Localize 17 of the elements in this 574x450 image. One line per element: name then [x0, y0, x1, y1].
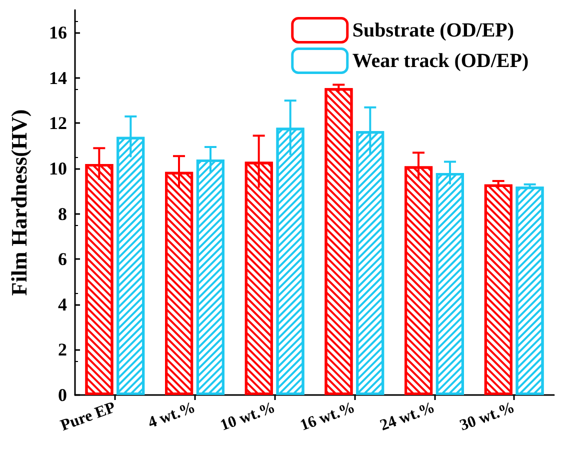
y-tick-label: 0 — [58, 385, 67, 405]
y-tick-label: 2 — [58, 340, 67, 360]
x-tick-label: 4 wt.% — [146, 399, 198, 432]
y-tick-label: 14 — [49, 68, 67, 88]
y-tick-label: 12 — [49, 113, 67, 134]
y-axis-title: Film Hardness(HV) — [6, 109, 32, 296]
x-tick-label: 16 wt.% — [298, 399, 358, 434]
legend-label: Substrate (OD/EP) — [352, 19, 514, 42]
x-tick-label: 30 wt.% — [458, 399, 517, 434]
x-tick-label: 24 wt.% — [378, 399, 438, 434]
y-tick-label: 8 — [58, 204, 67, 224]
y-tick-label: 4 — [58, 294, 67, 314]
x-tick-label: 10 wt.% — [218, 399, 278, 434]
y-tick-label: 16 — [49, 22, 67, 43]
y-tick-label: 10 — [49, 158, 67, 179]
legend-label: Wear track (OD/EP) — [352, 50, 529, 72]
y-tick-label: 6 — [58, 249, 67, 270]
